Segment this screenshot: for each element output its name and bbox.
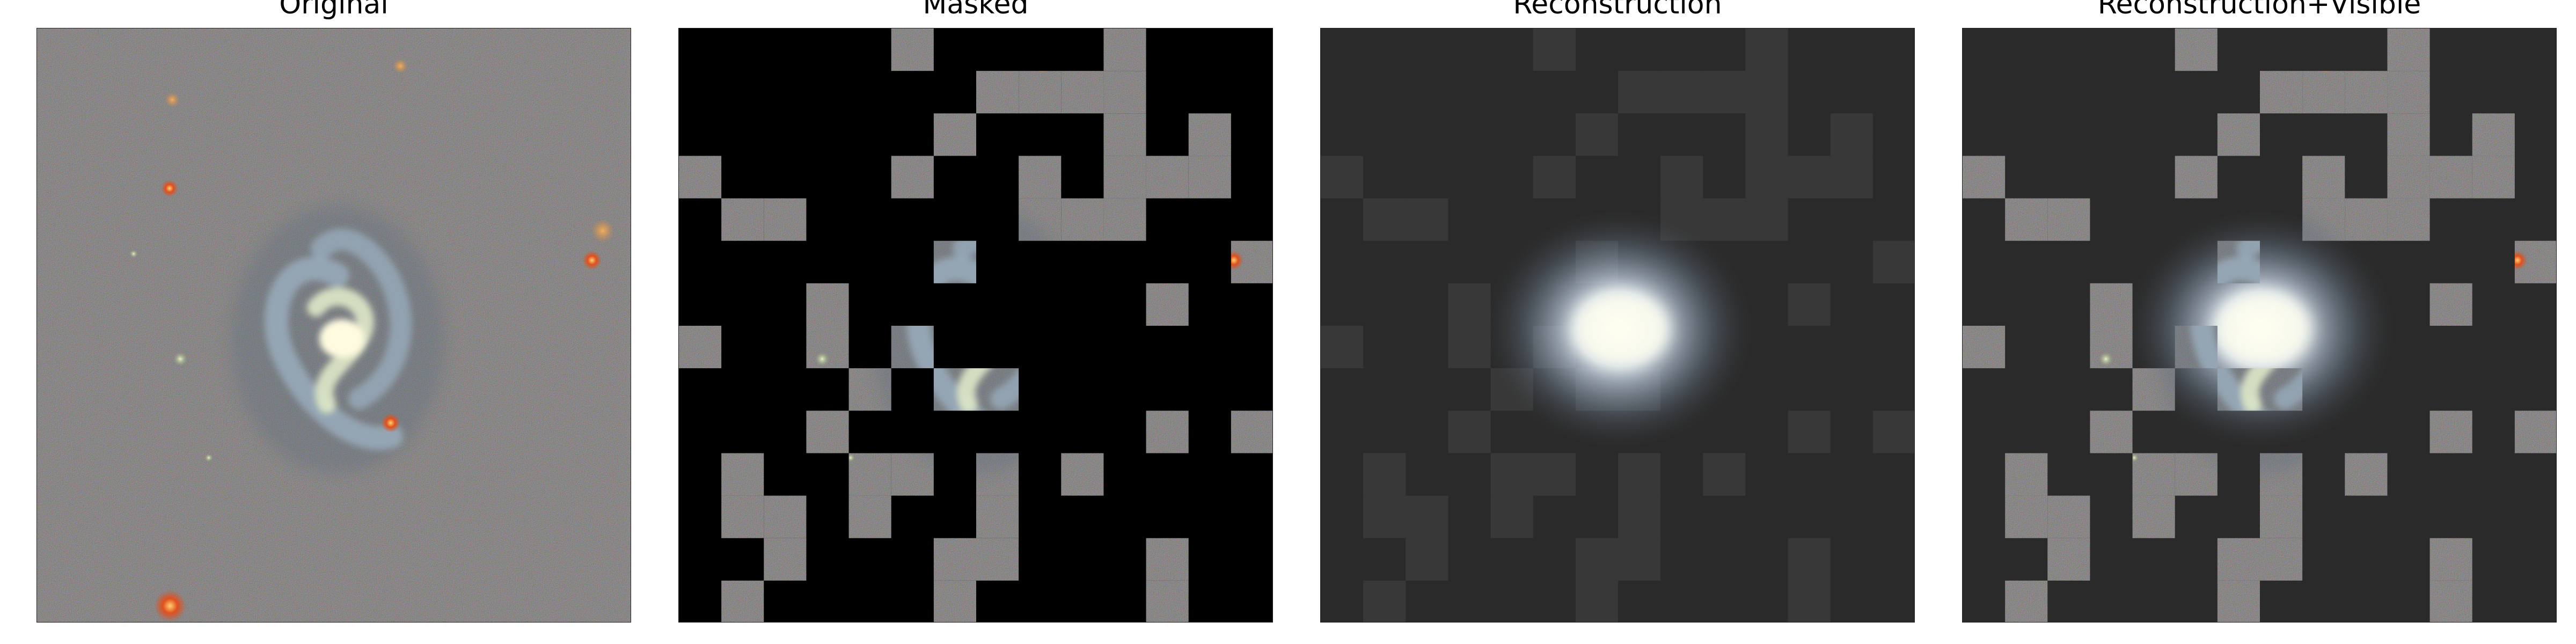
panel-title: Reconstruction+Visible [2097, 0, 2421, 20]
panel-title: Masked [923, 0, 1029, 20]
galaxy-reconstruction-image [1321, 28, 1914, 622]
panel-reconstruction-visible: Reconstruction+Visible [1962, 0, 2557, 644]
galaxy-scene [37, 28, 631, 622]
masked-image [678, 28, 1273, 623]
panel-title: Original [279, 0, 389, 20]
panel-masked: Masked [678, 0, 1273, 644]
reconstruction-image [1320, 28, 1915, 623]
reconstruction-visible-image [1962, 28, 2557, 623]
panel-title: Reconstruction [1513, 0, 1722, 20]
panel-reconstruction: Reconstruction [1320, 0, 1915, 644]
original-image [36, 28, 631, 623]
galaxy-reconstruction-visible-image [1963, 28, 2556, 622]
galaxy-masked-image [679, 28, 1272, 622]
panel-original: Original [36, 0, 631, 644]
galaxy-original-image [37, 28, 631, 622]
